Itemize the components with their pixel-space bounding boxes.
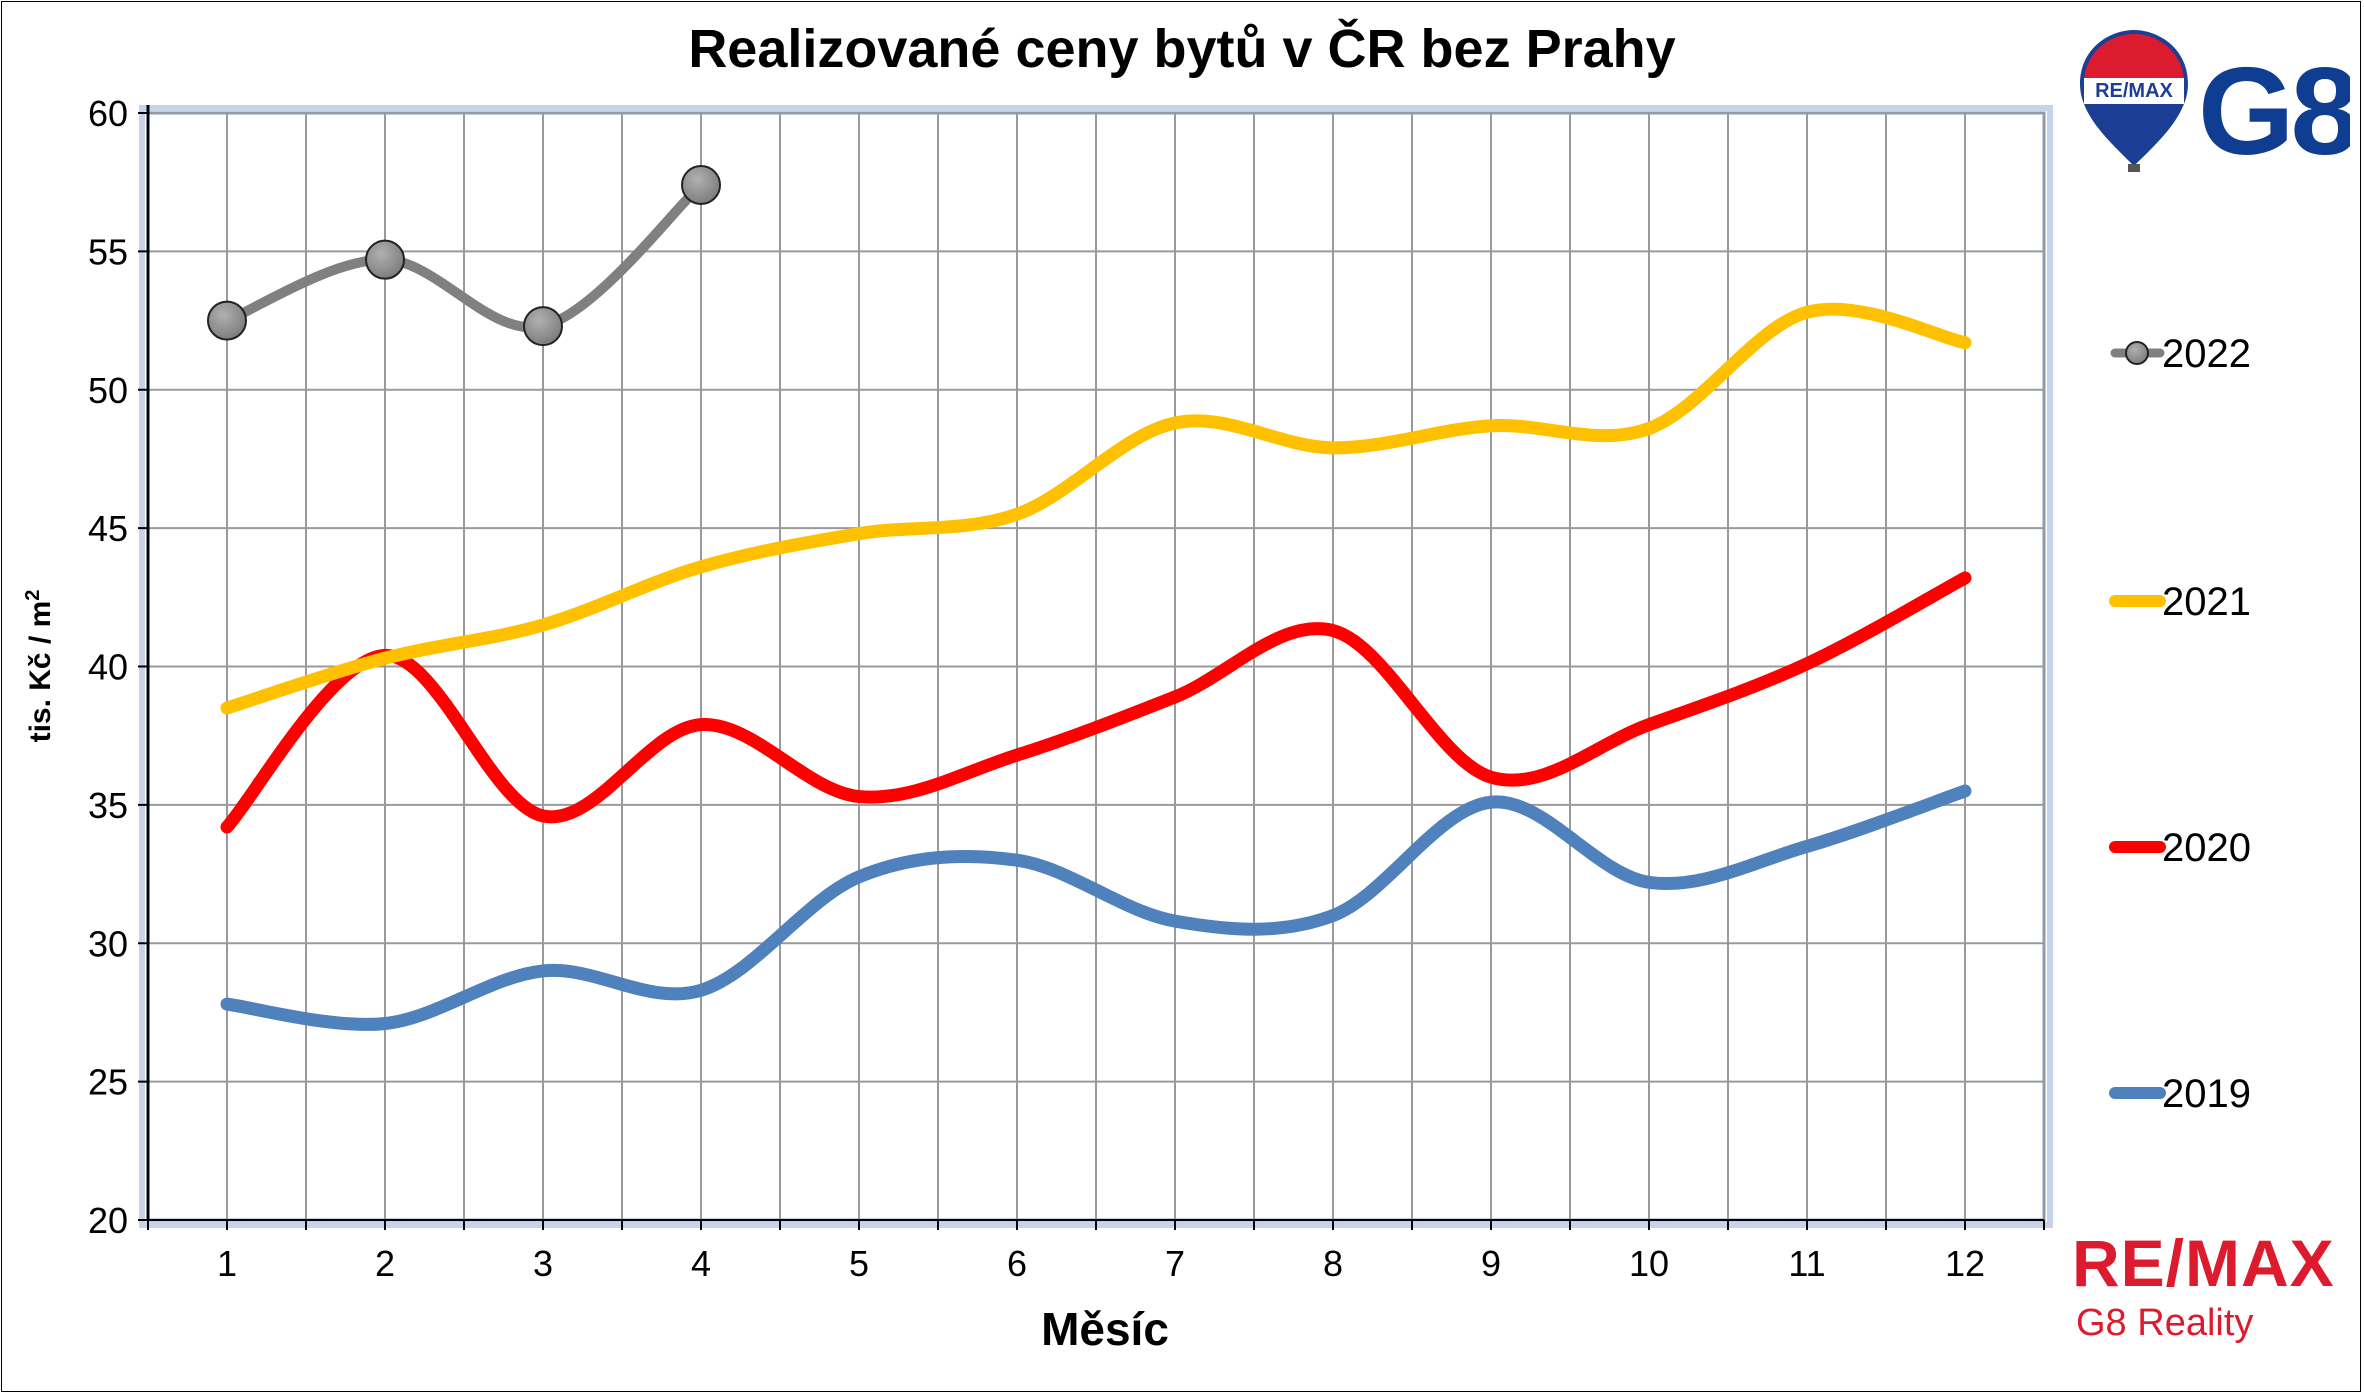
legend-marker-2022 [2125, 341, 2149, 365]
legend-label-2019: 2019 [2162, 1072, 2251, 1116]
chart-title: Realizované ceny bytů v ČR bez Prahy [688, 19, 1676, 79]
y-tick-label: 20 [88, 1200, 128, 1241]
x-tick-label: 12 [1945, 1243, 1985, 1284]
y-tick-label: 30 [88, 923, 128, 964]
x-tick-label: 7 [1165, 1243, 1185, 1284]
x-tick-label: 2 [375, 1243, 395, 1284]
grid-lines [148, 112, 2045, 1220]
x-tick-label: 3 [533, 1243, 553, 1284]
y-tick-label: 35 [88, 785, 128, 826]
data-point-2022 [207, 300, 247, 341]
x-tick-label: 8 [1323, 1243, 1343, 1284]
x-axis-title: Měsíc [1041, 1303, 1169, 1355]
y-tick-label: 55 [88, 231, 128, 272]
remax-subtitle: G8 Reality [2076, 1302, 2254, 1344]
balloon-wordmark: RE/MAX [2095, 80, 2173, 102]
data-point-2022 [365, 239, 405, 280]
data-point-2022 [681, 164, 721, 205]
series-line-2021 [220, 302, 1972, 715]
y-tick-label: 50 [88, 370, 128, 411]
data-point-2022 [523, 306, 563, 347]
legend-label-2020: 2020 [2162, 826, 2251, 870]
x-tick-label: 1 [217, 1243, 237, 1284]
x-tick-label: 5 [849, 1243, 869, 1284]
legend-label-2022: 2022 [2162, 332, 2251, 376]
legend-label-2021: 2021 [2162, 580, 2251, 624]
x-tick-label: 11 [1788, 1243, 1825, 1284]
x-tick-label: 10 [1629, 1243, 1669, 1284]
series-line-2019 [220, 784, 1972, 1031]
x-axis-ticks: 1 2 3 4 5 6 7 8 9 10 11 12 [147, 1220, 2045, 1284]
x-tick-label: 6 [1007, 1243, 1027, 1284]
series-line-2022 [222, 179, 706, 333]
balloon-icon: RE/MAX [2080, 30, 2188, 172]
x-tick-label: 9 [1481, 1243, 1501, 1284]
remax-g8-logo: RE/MAX G8 [2080, 30, 2350, 176]
series-lines [207, 164, 1972, 1031]
y-axis-ticks: 20 25 30 35 40 45 50 55 60 [88, 93, 148, 1241]
legend: 2022 2021 2020 2019 [2109, 332, 2251, 1116]
y-tick-label: 45 [88, 508, 128, 549]
y-tick-label: 25 [88, 1062, 128, 1103]
remax-brand-block: RE/MAX G8 Reality [2072, 1230, 2362, 1345]
y-tick-label: 40 [88, 647, 128, 688]
remax-wordmark: RE/MAX [2072, 1226, 2335, 1300]
y-axis-title: tis. Kč / m2 [22, 590, 57, 743]
series-line-2020 [220, 571, 1972, 834]
y-tick-label: 60 [88, 93, 128, 134]
g8-badge: G8 [2198, 43, 2350, 176]
x-tick-label: 4 [691, 1243, 711, 1284]
